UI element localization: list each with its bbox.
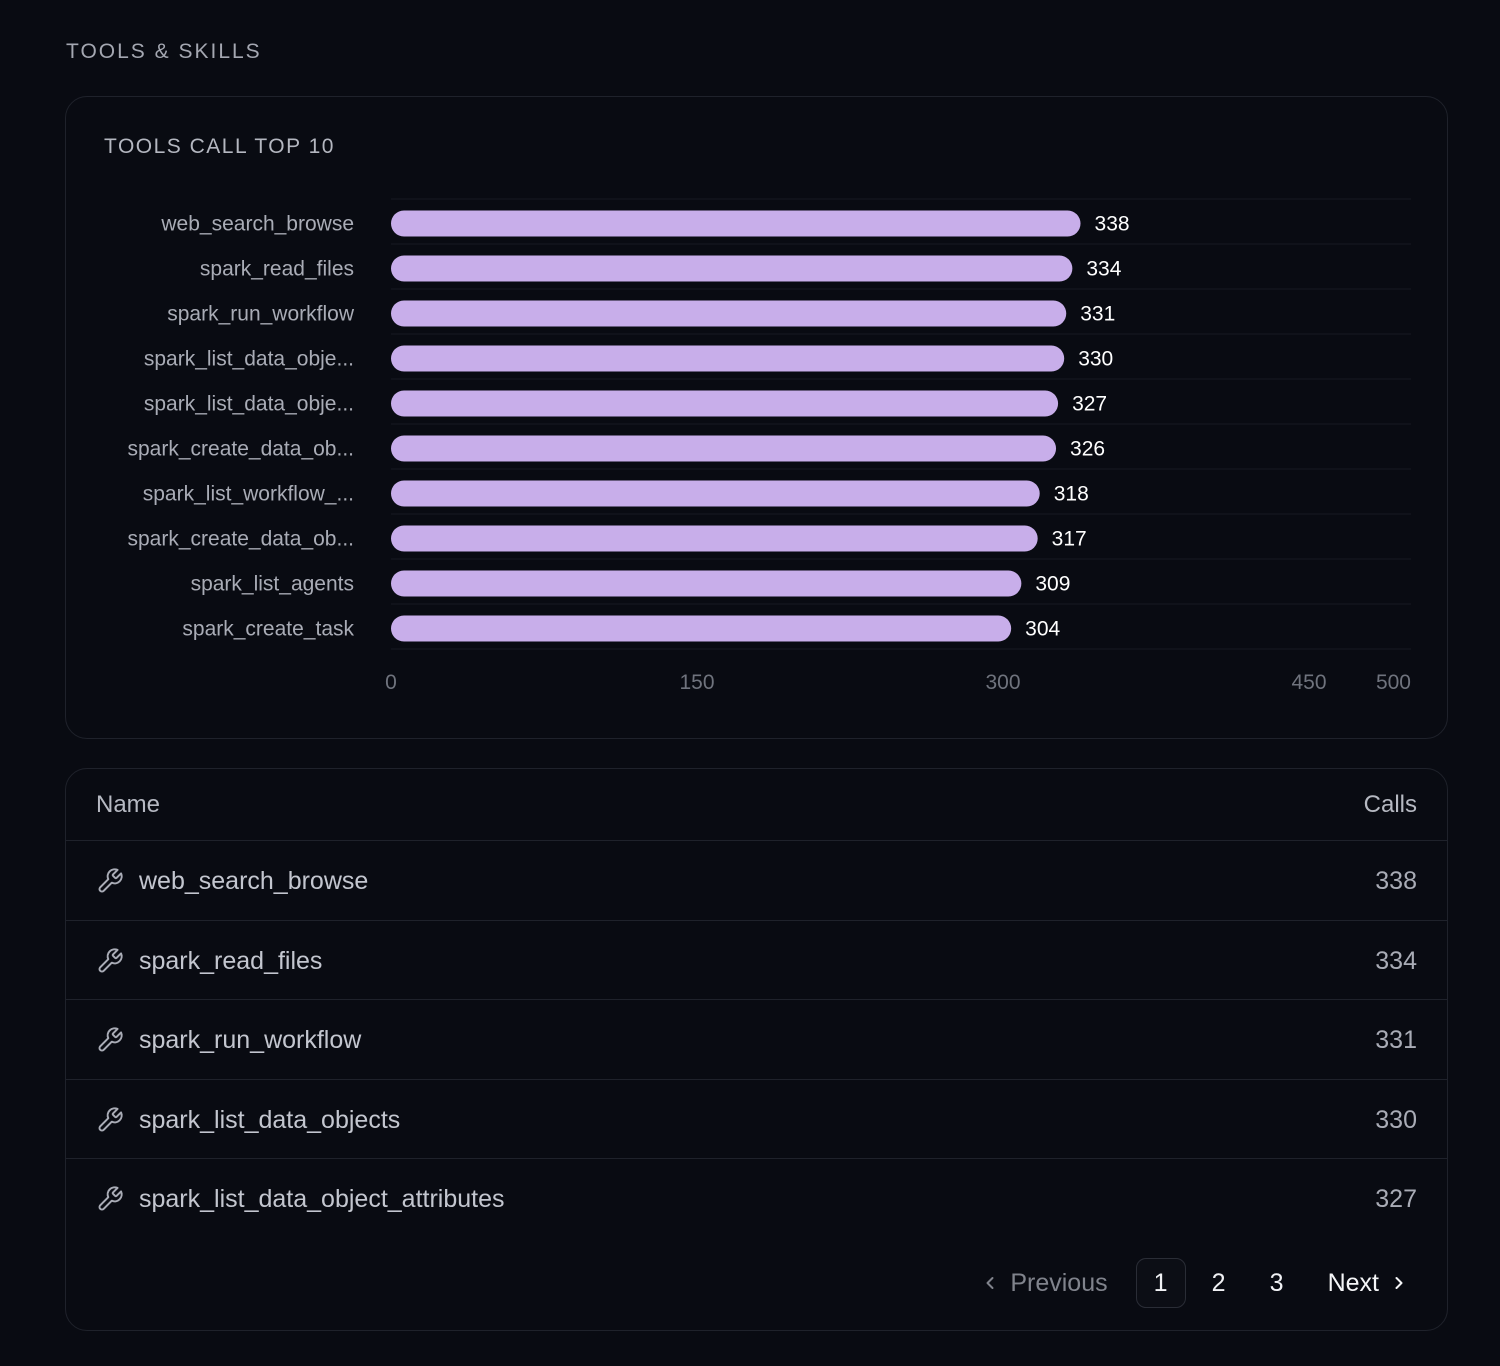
pagination: Previous 1 2 3 Next: [982, 1258, 1407, 1308]
row-name: web_search_browse: [139, 867, 369, 895]
bar: [391, 525, 1038, 552]
value-label: 338: [1095, 213, 1130, 236]
previous-label: Previous: [1010, 1268, 1108, 1297]
value-label: 318: [1054, 483, 1089, 506]
category-label: spark_list_agents: [191, 573, 354, 596]
wrench-icon: [98, 868, 123, 893]
category-label: spark_list_data_obje...: [144, 393, 354, 416]
section-title: TOOLS & SKILLS: [66, 40, 262, 63]
category-label: spark_list_data_obje...: [144, 348, 354, 371]
row-calls: 330: [1375, 1105, 1417, 1134]
x-tick-label: 150: [679, 671, 714, 694]
page-button-1[interactable]: 1: [1135, 1258, 1186, 1308]
chevron-right-icon: [1395, 1277, 1403, 1289]
x-tick-label: 500: [1376, 671, 1411, 694]
column-header-calls[interactable]: Calls: [1363, 791, 1417, 818]
value-label: 331: [1080, 303, 1115, 326]
chart-title: TOOLS CALL TOP 10: [104, 135, 335, 158]
value-label: 317: [1052, 528, 1087, 551]
value-label: 304: [1025, 618, 1060, 641]
wrench-icon: [98, 1186, 123, 1211]
table-body: web_search_browse 338 spark_read_files 334 s…: [66, 841, 1447, 1239]
row-name: spark_read_files: [139, 946, 323, 975]
row-calls: 331: [1375, 1026, 1417, 1054]
row-name: spark_list_data_object_attributes: [139, 1185, 505, 1213]
table-row[interactable]: spark_run_workflow 331: [66, 1000, 1447, 1080]
row-name: spark_list_data_objects: [139, 1105, 401, 1134]
category-label: spark_run_workflow: [167, 303, 355, 326]
category-label: spark_list_workflow_...: [143, 483, 354, 506]
page-button-2[interactable]: 2: [1211, 1268, 1226, 1297]
category-label: spark_create_data_ob...: [128, 438, 355, 461]
row-calls: 327: [1375, 1185, 1417, 1213]
bar: [391, 480, 1040, 507]
next-page-button[interactable]: Next: [1328, 1269, 1407, 1298]
next-label: Next: [1327, 1268, 1379, 1297]
tools-call-chart-card: TOOLS CALL TOP 10 web_search_browse 338 sp…: [65, 96, 1448, 739]
wrench-icon: [98, 1027, 123, 1052]
bar: [391, 435, 1057, 462]
row-name: spark_run_workflow: [139, 1026, 362, 1054]
value-label: 309: [1035, 573, 1070, 596]
tools-table-card: Name Calls web_search_browse 338 spark_rea…: [65, 768, 1448, 1331]
table-header: Name Calls: [66, 769, 1447, 841]
value-label: 330: [1078, 348, 1113, 371]
wrench-icon: [98, 1106, 123, 1131]
bar: [391, 615, 1012, 642]
bar: [391, 390, 1059, 417]
table-row[interactable]: spark_list_data_objects 330: [66, 1080, 1447, 1159]
value-label: 326: [1070, 438, 1105, 461]
value-label: 334: [1086, 258, 1121, 281]
bar-chart: web_search_browse 338 spark_read_files 334 s…: [128, 198, 1411, 694]
row-calls: 334: [1375, 946, 1417, 975]
table-row[interactable]: spark_read_files 334: [66, 921, 1447, 1000]
bar: [391, 255, 1073, 282]
category-label: web_search_browse: [160, 213, 354, 236]
row-calls: 338: [1375, 867, 1417, 895]
x-tick-label: 450: [1291, 671, 1326, 694]
bar: [391, 300, 1067, 327]
bar: [391, 345, 1065, 372]
bar: [391, 570, 1022, 597]
page-button-3[interactable]: 3: [1269, 1268, 1284, 1297]
table-row[interactable]: web_search_browse 338: [66, 841, 1447, 921]
chevron-left-icon: [986, 1277, 994, 1289]
column-header-name[interactable]: Name: [96, 791, 161, 818]
x-tick-label: 300: [985, 671, 1020, 694]
value-label: 327: [1072, 393, 1107, 416]
wrench-icon: [98, 947, 123, 972]
table-row[interactable]: spark_list_data_object_attributes 327: [66, 1159, 1447, 1239]
category-label: spark_create_task: [182, 618, 354, 641]
bar: [391, 210, 1081, 237]
x-tick-label: 0: [385, 671, 397, 694]
category-label: spark_create_data_ob...: [128, 528, 355, 551]
category-label: spark_read_files: [200, 258, 354, 281]
previous-page-button[interactable]: Previous: [982, 1268, 1108, 1298]
